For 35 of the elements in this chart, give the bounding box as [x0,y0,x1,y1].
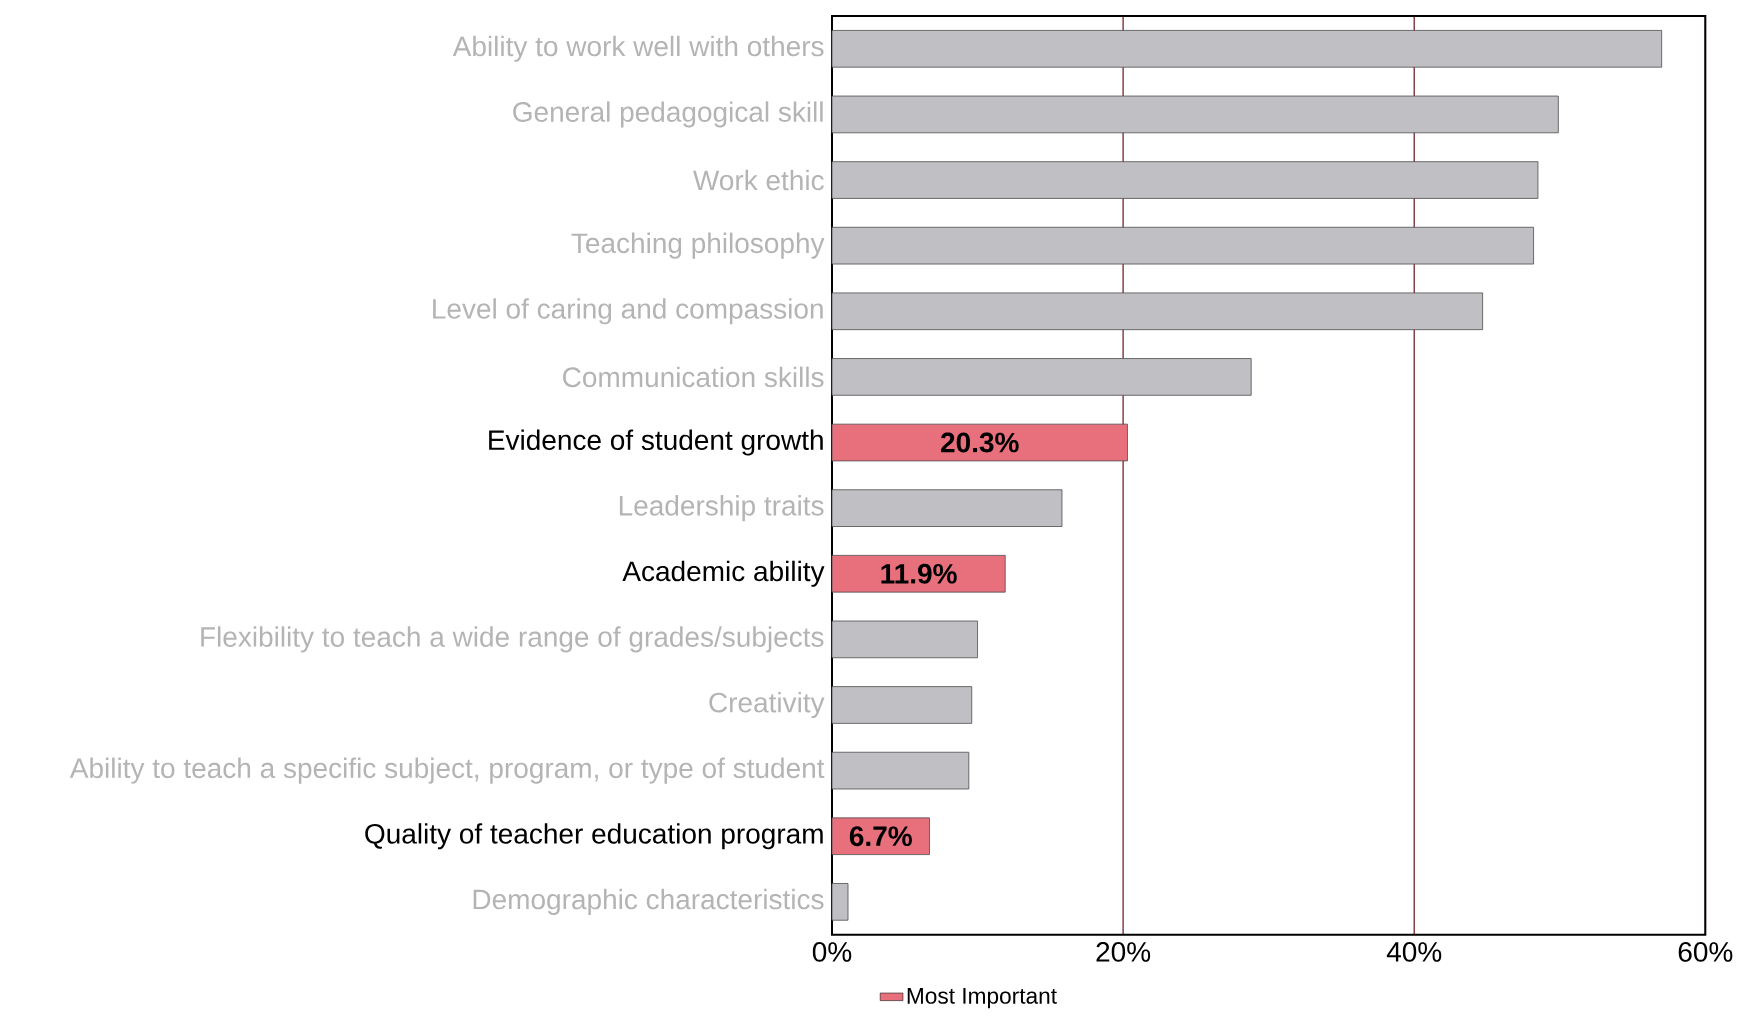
bar [831,292,1484,331]
x-tick-label: 40% [1386,942,1442,962]
bar [831,95,1559,134]
data-label: 6.7% [849,826,912,847]
y-tick-label: Communication skills [563,366,824,388]
y-tick-label: Creativity [709,691,825,719]
bar [831,554,1006,593]
x-tick-label: 0% [812,942,852,962]
legend-label: Most Important [907,988,1057,1009]
data-label: 11.9% [881,563,957,584]
y-tick-label: Work ethic [693,169,824,191]
bar [831,161,1539,199]
y-tick-label: Ability to work well with others [452,35,824,62]
y-tick-label: Academic ability [622,560,825,587]
x-tick-label: 20% [1096,942,1151,962]
bar [831,30,1663,68]
bar [831,423,1128,462]
y-tick-label: Flexibility to teach a wide range of grades/subjects [201,626,824,653]
y-tick-label: General pedagogical skill [513,101,823,128]
bar [831,883,849,921]
bar [831,226,1534,265]
y-tick-label: Leadership traits [619,495,824,522]
y-tick-label: Level of caring and compassion [433,298,823,325]
bar [831,620,978,659]
y-tick-label: Quality of teacher education program [365,823,823,850]
bar [831,358,1252,396]
bar [831,686,973,724]
y-tick-label: Teaching philosophy [571,232,825,259]
y-tick-label: Evidence of student growth [489,429,823,456]
y-tick-label: Ability to teach a specific subject, program, or type of student [69,757,825,784]
y-tick-label: Demographic characteristics [473,888,824,915]
x-tick-label: 60% [1678,942,1733,962]
bar [831,489,1063,527]
bar [831,751,970,790]
data-label: 20.3% [941,432,1019,453]
